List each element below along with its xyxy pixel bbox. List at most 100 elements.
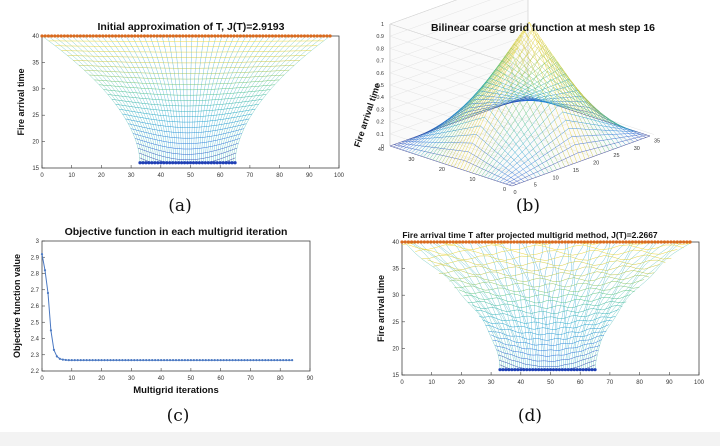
wall-grid (389, 47, 529, 138)
wall-grid (389, 0, 513, 65)
mesh-contour (497, 354, 598, 368)
top-edge-point (120, 34, 124, 38)
mesh-line (217, 35, 277, 163)
bottom-edge-point (516, 368, 520, 372)
top-edge-point (200, 34, 204, 38)
mesh-line (149, 35, 176, 163)
top-edge-point (650, 240, 654, 244)
caption-a: (a) (168, 196, 192, 216)
bottom-edge-point (528, 368, 532, 372)
top-edge-point (672, 240, 676, 244)
top-edge-point (94, 34, 99, 38)
top-edge-point (254, 34, 259, 38)
x-tick-label: 30 (634, 146, 640, 152)
mesh-line (71, 35, 151, 163)
data-point (154, 359, 157, 362)
mesh-line (77, 35, 153, 163)
bottom-edge-point (510, 368, 514, 372)
mesh-line (553, 241, 566, 370)
bottom-edge-point (171, 161, 175, 165)
bottom-edge-point (539, 368, 544, 372)
mesh-line (191, 35, 199, 163)
bottom-edge-point (545, 368, 550, 372)
top-edge-point (570, 240, 574, 244)
top-edge-point (598, 240, 603, 244)
top-edge-point (480, 240, 484, 244)
plot-area (41, 240, 311, 372)
chart-title: Fire arrival time T after projected mult… (402, 230, 658, 240)
wall-grid (389, 0, 525, 89)
y-axis-label: Fire arrival time (376, 275, 386, 342)
top-edge-point (62, 34, 67, 38)
x-tick-label: 80 (276, 173, 283, 179)
surface-line (402, 99, 541, 151)
bottom-edge-point (174, 161, 178, 165)
top-edge-point (445, 240, 449, 244)
bottom-edge-point (230, 161, 234, 165)
x-tick-label: 60 (217, 173, 224, 179)
data-point (252, 359, 255, 362)
top-edge-point (589, 240, 593, 244)
top-edge-point (518, 240, 523, 244)
top-edge-point (216, 34, 220, 38)
top-edge-point (322, 34, 326, 38)
top-edge-point (534, 240, 539, 244)
mesh-line (567, 241, 609, 370)
top-edge-point (315, 34, 319, 38)
mesh-contour (444, 274, 650, 282)
mesh-contour (490, 334, 605, 346)
data-point (234, 359, 237, 362)
chart-panel-b: 0 0.1 0.2 0.3 0.4 0.5 0.6 0.7 0.8 0.9 1 0 5 10 15 20 25 3… (352, 0, 720, 200)
y-tick-label: 40 (32, 34, 39, 40)
top-edge-point (270, 34, 275, 38)
top-edge-point (210, 34, 214, 38)
top-edge-point (88, 34, 92, 38)
top-edge-point (458, 240, 462, 244)
bottom-edge-point (218, 161, 222, 165)
mesh-line (454, 241, 518, 370)
top-edge-point (302, 34, 307, 38)
top-edge-point (566, 240, 571, 244)
top-edge-point (512, 240, 516, 244)
data-point (285, 359, 288, 362)
surface-line (511, 135, 651, 187)
y-tick-label: 2.4 (31, 337, 40, 343)
top-edge-point (496, 240, 500, 244)
mesh-line (588, 241, 675, 370)
top-edge-point (435, 240, 439, 244)
surface-line (463, 29, 602, 171)
data-point (97, 359, 100, 362)
mesh-line (226, 35, 307, 163)
top-edge-point (114, 34, 118, 38)
wall-grid (389, 0, 513, 77)
y-tick-label: 35 (32, 60, 39, 66)
bottom-edge-point (554, 368, 559, 372)
bottom-edge-point (147, 161, 151, 165)
top-edge-point (493, 240, 497, 244)
top-edge-point (643, 240, 647, 244)
top-edge-point (293, 34, 297, 38)
mesh-contour (48, 40, 324, 42)
data-point (171, 359, 175, 362)
bottom-edge-point (578, 368, 582, 372)
top-edge-point (634, 240, 638, 244)
mesh-line (201, 35, 229, 163)
surface-line (505, 133, 644, 185)
data-point (67, 359, 70, 362)
bottom-edge-point (584, 368, 588, 372)
top-edge-point (75, 34, 79, 38)
mesh-line (189, 35, 193, 163)
top-edge-point (595, 240, 599, 244)
top-edge-point (203, 34, 207, 38)
mesh-contour (119, 108, 256, 117)
mesh-contour (94, 79, 280, 85)
bottom-edge-point (203, 161, 207, 165)
chart-title: Bilinear coarse grid function at mesh st… (431, 22, 655, 34)
data-point (219, 359, 222, 362)
mesh-line (101, 35, 160, 163)
surface-line (411, 90, 550, 154)
top-edge-point (232, 34, 236, 38)
top-edge-point (467, 240, 471, 244)
mesh-line (525, 241, 542, 370)
top-edge-point (483, 240, 487, 244)
